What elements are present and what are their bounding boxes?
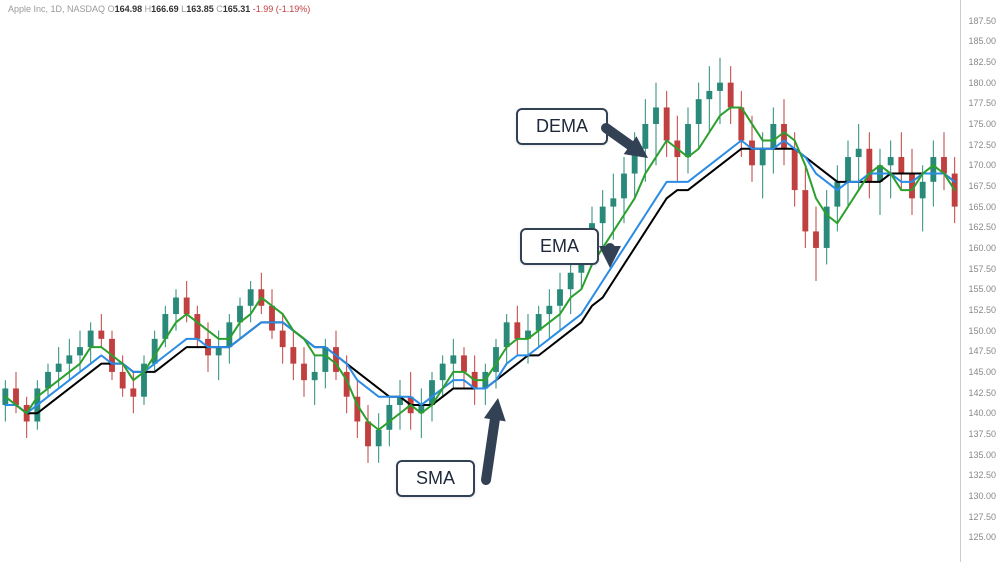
y-tick: 125.00 [968,532,996,542]
y-tick: 172.50 [968,140,996,150]
price-chart[interactable] [0,0,960,562]
y-tick: 130.00 [968,491,996,501]
y-tick: 175.00 [968,119,996,129]
y-tick: 170.00 [968,160,996,170]
y-tick: 127.50 [968,512,996,522]
y-tick: 177.50 [968,98,996,108]
y-tick: 187.50 [968,16,996,26]
y-tick: 132.50 [968,470,996,480]
ema-label: EMA [520,228,599,265]
y-axis: 125.00 127.50 130.00 132.50 135.00 137.50 140.… [960,0,1000,562]
y-tick: 167.50 [968,181,996,191]
y-tick: 162.50 [968,222,996,232]
chart-canvas [0,0,960,562]
y-tick: 160.00 [968,243,996,253]
y-tick: 165.00 [968,202,996,212]
y-tick: 157.50 [968,264,996,274]
sma-label: SMA [396,460,475,497]
y-tick: 185.00 [968,36,996,46]
y-tick: 152.50 [968,305,996,315]
y-tick: 182.50 [968,57,996,67]
y-tick: 135.00 [968,450,996,460]
y-tick: 137.50 [968,429,996,439]
y-tick: 142.50 [968,388,996,398]
y-tick: 145.00 [968,367,996,377]
y-tick: 140.00 [968,408,996,418]
dema-label: DEMA [516,108,608,145]
y-tick: 180.00 [968,78,996,88]
y-tick: 147.50 [968,346,996,356]
y-tick: 150.00 [968,326,996,336]
y-tick: 155.00 [968,284,996,294]
